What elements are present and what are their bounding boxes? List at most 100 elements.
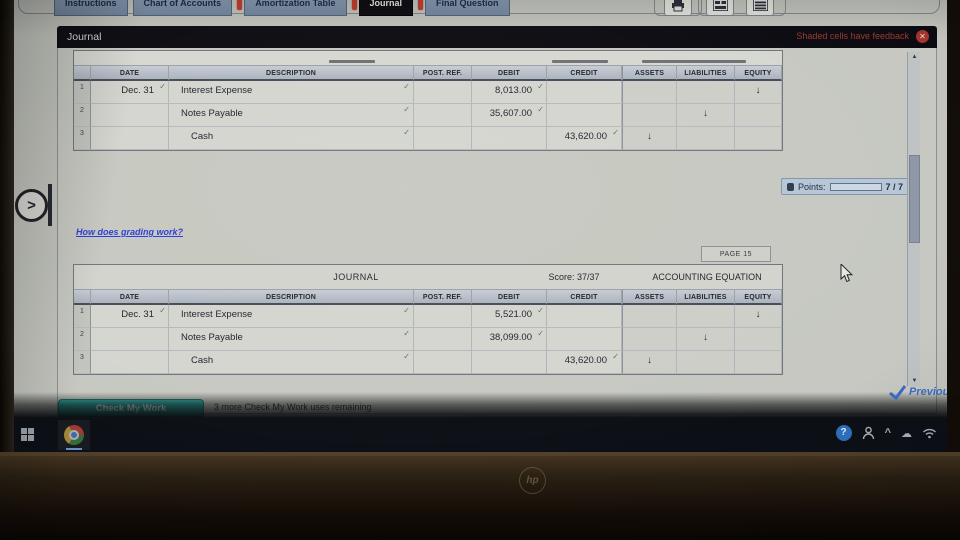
journal-table-top: DATE DESCRIPTION POST. REF. DEBIT CREDIT… (73, 50, 783, 151)
row-number: 1 (74, 81, 91, 104)
credit-cell[interactable] (547, 328, 622, 351)
previous-label: Previous (909, 386, 947, 398)
scroll-down-icon[interactable]: ▼ (911, 378, 918, 384)
liabilities-cell: ↓ (677, 104, 735, 127)
check-icon: ✓ (403, 329, 410, 338)
description-cell[interactable]: Notes Payable ✓ (169, 104, 414, 127)
get-help-icon[interactable]: ? (835, 425, 852, 441)
description-cell[interactable]: Interest Expense ✓ (169, 81, 414, 104)
journal-panel-body: DATE DESCRIPTION POST. REF. DEBIT CREDIT… (57, 48, 937, 417)
debit-cell[interactable]: 38,099.00 ✓ (472, 328, 547, 351)
cloud-icon[interactable]: ☁ (901, 427, 912, 440)
wifi-icon[interactable] (922, 427, 937, 439)
scrollbar-thumb[interactable] (909, 155, 920, 243)
tab-journal[interactable]: Journal (358, 0, 414, 16)
description-value: Cash (191, 131, 214, 142)
tab-chart-of-accounts[interactable]: Chart of Accounts (132, 0, 233, 16)
check-icon: ✓ (403, 105, 410, 114)
equity-cell (735, 104, 782, 127)
description-value: Notes Payable (181, 332, 243, 343)
previous-button[interactable]: Previous (888, 384, 947, 400)
date-cell[interactable] (91, 351, 169, 374)
description-value: Interest Expense (181, 309, 253, 320)
debit-cell[interactable] (472, 351, 547, 374)
debit-value: 38,099.00 (489, 332, 532, 343)
chrome-taskbar-button[interactable] (58, 420, 90, 450)
close-icon[interactable]: ✕ (916, 30, 929, 43)
credit-value: 43,620.00 (564, 355, 607, 366)
col-assets: ASSETS (622, 290, 677, 305)
date-cell[interactable] (91, 104, 169, 127)
assets-cell: ↓ (622, 127, 677, 150)
debit-cell[interactable]: 5,521.00 ✓ (472, 305, 547, 328)
description-cell[interactable]: Cash ✓ (169, 351, 414, 374)
col-post-ref: POST. REF. (414, 66, 472, 81)
screen-bottom-shadow (14, 392, 947, 418)
expand-panel-button[interactable]: > (15, 189, 48, 222)
debit-cell[interactable] (472, 127, 547, 150)
check-icon: ✓ (403, 352, 410, 361)
post-ref-cell[interactable] (414, 81, 472, 104)
date-value: Dec. 31 (121, 85, 154, 96)
credit-cell[interactable]: 43,620.00 ✓ (547, 351, 622, 374)
journal-panel-header: Journal Shaded cells have feedback ✕ (57, 26, 937, 48)
date-cell[interactable] (91, 127, 169, 150)
description-cell[interactable]: Notes Payable ✓ (169, 328, 414, 351)
calculator-icon[interactable] (706, 0, 734, 16)
liabilities-cell (677, 351, 735, 374)
print-icon[interactable] (664, 0, 692, 16)
check-icon: ✓ (537, 329, 544, 338)
credit-cell[interactable] (547, 104, 622, 127)
col-equity: EQUITY (735, 290, 782, 305)
scroll-up-icon[interactable]: ▲ (911, 54, 918, 60)
post-ref-cell[interactable] (414, 305, 472, 328)
people-icon[interactable] (862, 426, 875, 440)
panel-title: Journal (67, 31, 102, 43)
description-cell[interactable]: Cash ✓ (169, 127, 414, 150)
col-description: DESCRIPTION (169, 66, 414, 81)
clipped-title-row (74, 51, 782, 66)
post-ref-cell[interactable] (414, 127, 472, 150)
tab-amortization-table[interactable]: Amortization Table (244, 0, 347, 16)
date-value: Dec. 31 (121, 309, 154, 320)
date-cell[interactable]: Dec. 31 ✓ (91, 81, 169, 104)
liabilities-cell (677, 81, 735, 104)
post-ref-cell[interactable] (414, 351, 472, 374)
tab-instructions[interactable]: Instructions (54, 0, 128, 16)
credit-value: 43,620.00 (564, 131, 607, 142)
check-icon: ✓ (537, 82, 544, 91)
clipped-text (552, 60, 608, 63)
debit-cell[interactable]: 35,607.00 ✓ (472, 104, 547, 127)
screen: Instructions Chart of Accounts Amortizat… (14, 0, 947, 452)
col-date: DATE (91, 290, 169, 305)
credit-cell[interactable] (547, 305, 622, 328)
grading-help-link[interactable]: How does grading work? (76, 227, 184, 237)
date-cell[interactable] (91, 328, 169, 351)
points-value: 7 / 7 (885, 181, 904, 192)
post-ref-cell[interactable] (414, 328, 472, 351)
debit-cell[interactable]: 8,013.00 ✓ (472, 81, 547, 104)
show-hidden-icons-caret[interactable]: ^ (884, 427, 891, 439)
notes-icon[interactable] (746, 0, 774, 16)
row-number: 3 (74, 127, 91, 150)
windows-start-icon[interactable] (21, 428, 34, 441)
col-debit: DEBIT (472, 290, 547, 305)
toolbar-group-tools (698, 0, 786, 16)
description-value: Interest Expense (181, 85, 253, 96)
check-icon: ✓ (612, 352, 619, 361)
check-swoosh-icon (889, 385, 906, 400)
vertical-scrollbar[interactable]: ▲ ▼ (907, 52, 920, 386)
tab-final-question[interactable]: Final Question (425, 0, 510, 16)
date-cell[interactable]: Dec. 31 ✓ (91, 305, 169, 328)
description-cell[interactable]: Interest Expense ✓ (169, 305, 414, 328)
check-icon: ✓ (159, 306, 166, 315)
credit-cell[interactable]: 43,620.00 ✓ (547, 127, 622, 150)
clipped-text (329, 60, 375, 63)
post-ref-cell[interactable] (414, 104, 472, 127)
credit-cell[interactable] (547, 81, 622, 104)
page-badge: PAGE 15 (701, 246, 771, 262)
chrome-icon (64, 425, 84, 445)
debit-value: 5,521.00 (495, 309, 532, 320)
assets-cell: ↓ (622, 351, 677, 374)
liabilities-cell (677, 127, 735, 150)
